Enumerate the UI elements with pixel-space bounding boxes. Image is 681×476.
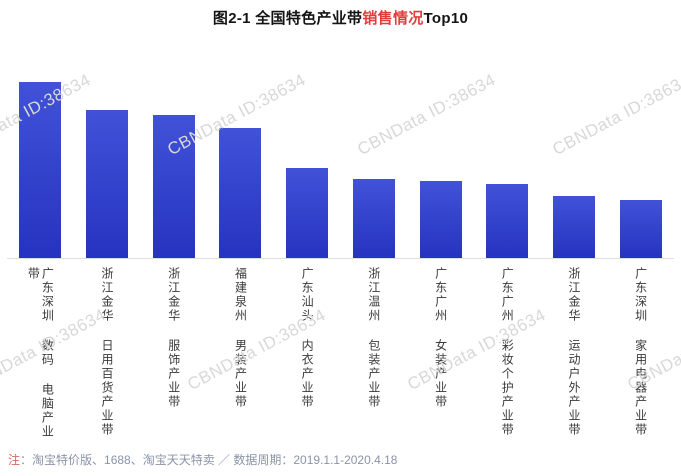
chart-title-highlight: 销售情况 — [362, 10, 424, 27]
source-note: 注：淘宝特价版、1688、淘宝天天特卖 ／ 数据周期：2019.1.1-2020… — [8, 451, 397, 468]
note-text: ：淘宝特价版、1688、淘宝天天特卖 ／ 数据周期：2019.1.1-2020.… — [20, 453, 398, 467]
category-label-slot: 浙江温州 包装产业带 — [341, 267, 408, 451]
chart-title-prefix: 图2-1 全国特色产业带 — [212, 10, 363, 27]
category-label-slot: 广东深圳 家用电器产业带 — [607, 267, 674, 451]
category-label-slot: 浙江金华 服饰产业带 — [140, 267, 207, 451]
bar-slot — [607, 200, 674, 258]
category-label-slot: 广东汕头 内衣产业带 — [274, 267, 341, 451]
bar-chart: 广东深圳 数码 电脑产业带 浙江金华 日用百货产业带 浙江金华 服饰产业带 福建泉州 … — [7, 60, 674, 451]
category-label-slot: 浙江金华 日用百货产业带 — [74, 267, 141, 451]
category-label: 广东广州 女装产业带 — [433, 267, 448, 409]
category-label: 广东广州 彩妆个护产业带 — [500, 267, 515, 437]
bar-slot — [541, 196, 608, 258]
bar-2 — [86, 110, 129, 258]
bar-slot — [407, 181, 474, 258]
bar-slot — [207, 128, 274, 258]
category-label: 广东深圳 家用电器产业带 — [633, 267, 648, 437]
plot-area — [7, 60, 674, 259]
category-label-slot: 福建泉州 男装产业带 — [207, 267, 274, 451]
category-label: 广东汕头 内衣产业带 — [300, 267, 315, 409]
category-label: 浙江金华 日用百货产业带 — [100, 267, 115, 437]
bar-slot — [7, 82, 74, 258]
category-label-slot: 广东深圳 数码 电脑产业带 — [7, 267, 74, 451]
category-label: 浙江金华 服饰产业带 — [166, 267, 181, 409]
category-label-slot: 广东广州 彩妆个护产业带 — [474, 267, 541, 451]
bar-slot — [274, 168, 341, 258]
bar-1 — [19, 82, 62, 258]
category-label: 浙江金华 运动户外产业带 — [566, 267, 581, 437]
bar-7 — [419, 181, 462, 258]
category-labels: 广东深圳 数码 电脑产业带 浙江金华 日用百货产业带 浙江金华 服饰产业带 福建泉州 … — [7, 267, 674, 451]
category-label-slot: 广东广州 女装产业带 — [407, 267, 474, 451]
category-label-slot: 浙江金华 运动户外产业带 — [541, 267, 608, 451]
category-label: 浙江温州 包装产业带 — [366, 267, 381, 409]
bar-slot — [140, 115, 207, 258]
category-label: 广东深圳 数码 电脑产业带 — [26, 267, 55, 439]
bar-9 — [552, 196, 595, 258]
note-mark: 注 — [8, 453, 21, 467]
bar-5 — [286, 168, 329, 258]
bar-6 — [352, 179, 395, 258]
bar-slot — [474, 184, 541, 258]
bar-slot — [341, 179, 408, 258]
bar-8 — [486, 184, 529, 258]
chart-title-suffix: Top10 — [423, 10, 469, 27]
bar-10 — [619, 200, 662, 258]
category-label: 福建泉州 男装产业带 — [233, 267, 248, 409]
bar-3 — [152, 115, 195, 258]
bar-4 — [219, 128, 262, 258]
chart-title: 图2-1 全国特色产业带销售情况Top10 — [0, 7, 681, 28]
bar-slot — [74, 110, 141, 258]
